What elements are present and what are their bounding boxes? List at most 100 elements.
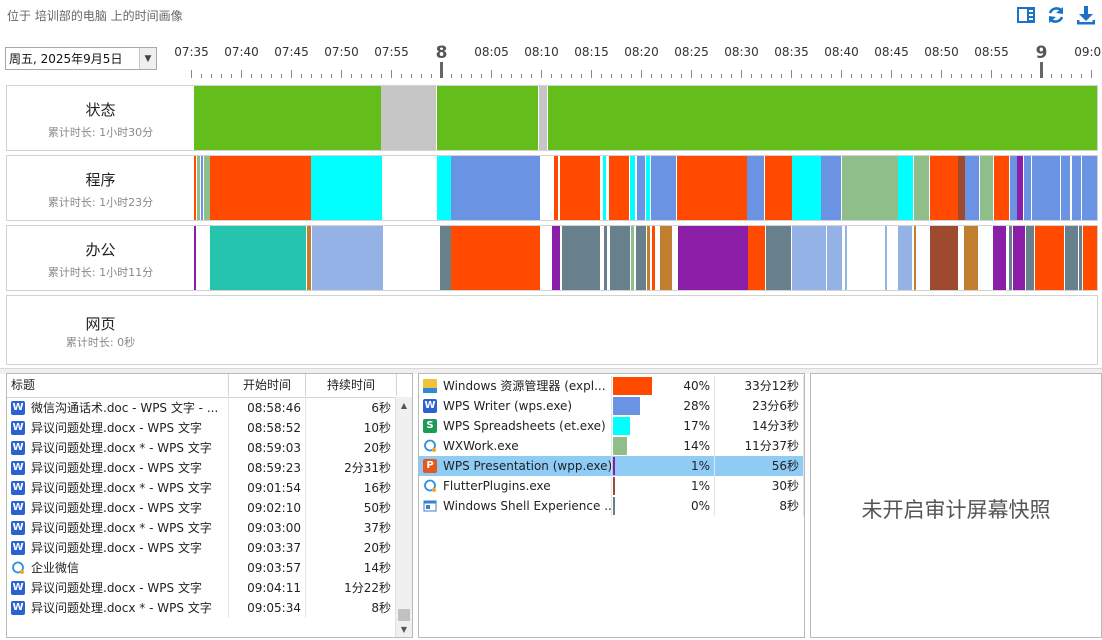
timeline-segment[interactable]	[312, 226, 383, 290]
timeline-segment[interactable]	[609, 156, 629, 220]
timeline-segment[interactable]	[766, 226, 791, 290]
timeline-segment[interactable]	[914, 156, 929, 220]
timeline-segment[interactable]	[651, 156, 665, 220]
timeline-segment[interactable]	[451, 156, 540, 220]
scroll-down-icon[interactable]: ▼	[400, 624, 408, 634]
table-row[interactable]: W 异议问题处理.docx - WPS 文字 09:02:10 50秒	[7, 498, 397, 518]
timeline-segment[interactable]	[1020, 226, 1025, 290]
timeline-segment[interactable]	[647, 226, 650, 290]
timeline-segment[interactable]	[604, 226, 607, 290]
program-row[interactable]: W WPS Writer (wps.exe) 28% 23分6秒	[419, 396, 804, 416]
timeline-segment[interactable]	[930, 156, 958, 220]
timeline-segment[interactable]	[980, 156, 993, 220]
program-row[interactable]: Windows Shell Experience ... 0% 8秒	[419, 496, 804, 516]
timeline-segment[interactable]	[1026, 226, 1034, 290]
timeline-segment[interactable]	[958, 156, 965, 220]
timeline-segment[interactable]	[994, 156, 1009, 220]
timeline-segment[interactable]	[677, 156, 747, 220]
timeline-segment[interactable]	[1017, 156, 1023, 220]
timeline-segment[interactable]	[552, 226, 560, 290]
status-track[interactable]	[194, 86, 1097, 150]
timeline-segment[interactable]	[210, 156, 311, 220]
refresh-icon[interactable]	[1044, 4, 1068, 26]
timeline-segment[interactable]	[1024, 156, 1031, 220]
program-row[interactable]: FlutterPlugins.exe 1% 30秒	[419, 476, 804, 496]
timeline-segment[interactable]	[964, 226, 978, 290]
timeline-segment[interactable]	[630, 156, 635, 220]
timeline-segment[interactable]	[965, 156, 979, 220]
office-track[interactable]	[194, 226, 1097, 290]
program-track[interactable]	[194, 156, 1097, 220]
web-track[interactable]	[194, 296, 1097, 364]
timeline-segment[interactable]	[898, 156, 913, 220]
table-row[interactable]: W 异议问题处理.docx - WPS 文字 09:04:11 1分22秒	[7, 578, 397, 598]
table-row[interactable]: W 微信沟通话术.doc - WPS 文字 - ... 08:58:46 6秒	[7, 398, 397, 418]
timeline-segment[interactable]	[201, 156, 203, 220]
timeline-segment[interactable]	[637, 156, 645, 220]
timeline-segment[interactable]	[562, 226, 600, 290]
timeline-segment[interactable]	[678, 226, 748, 290]
timeline-segment[interactable]	[845, 226, 847, 290]
timeline-segment[interactable]	[631, 226, 634, 290]
timeline-segment[interactable]	[311, 156, 382, 220]
timeline-segment[interactable]	[930, 226, 958, 290]
timeline-segment[interactable]	[554, 156, 558, 220]
timeline-segment[interactable]	[652, 226, 655, 290]
timeline-segment[interactable]	[993, 226, 1006, 290]
col-title-header[interactable]: 标题	[7, 374, 229, 396]
timeline-segment[interactable]	[827, 226, 842, 290]
timeline-segment[interactable]	[1013, 226, 1020, 290]
col-duration-header[interactable]: 持续时间	[306, 374, 397, 396]
date-picker[interactable]: 周五, 2025年9月5日 ▼	[5, 47, 157, 70]
timeline-segment[interactable]	[539, 86, 547, 150]
program-row[interactable]: WXWork.exe 14% 11分37秒	[419, 436, 804, 456]
timeline-segment[interactable]	[748, 226, 765, 290]
timeline-segment[interactable]	[440, 226, 451, 290]
table-row[interactable]: W 异议问题处理.docx * - WPS 文字 09:03:00 37秒	[7, 518, 397, 538]
titles-scrollbar[interactable]: ▲ ▼	[395, 397, 412, 637]
timeline-segment[interactable]	[1035, 226, 1064, 290]
timeline-segment[interactable]	[898, 226, 912, 290]
timeline-segment[interactable]	[603, 156, 606, 220]
timeline-segment[interactable]	[437, 156, 451, 220]
timeline-segment[interactable]	[1032, 156, 1060, 220]
col-start-header[interactable]: 开始时间	[229, 374, 306, 396]
timeline-segment[interactable]	[914, 226, 916, 290]
table-row[interactable]: W 异议问题处理.docx * - WPS 文字 09:01:54 16秒	[7, 478, 397, 498]
timeline-segment[interactable]	[1010, 156, 1017, 220]
timeline-segment[interactable]	[194, 156, 196, 220]
timeline-segment[interactable]	[548, 86, 1097, 150]
timeline-segment[interactable]	[381, 86, 436, 150]
timeline-segment[interactable]	[1061, 156, 1070, 220]
table-row[interactable]: W 异议问题处理.docx * - WPS 文字 08:59:03 20秒	[7, 438, 397, 458]
timeline-segment[interactable]	[451, 226, 540, 290]
program-row[interactable]: Windows 资源管理器 (expl... 40% 33分12秒	[419, 376, 804, 396]
timeline-segment[interactable]	[1065, 226, 1078, 290]
table-row[interactable]: W 异议问题处理.docx - WPS 文字 08:58:52 10秒	[7, 418, 397, 438]
timeline-segment[interactable]	[636, 226, 646, 290]
timeline-segment[interactable]	[610, 226, 630, 290]
table-row[interactable]: W 异议问题处理.docx - WPS 文字 09:03:37 20秒	[7, 538, 397, 558]
timeline-segment[interactable]	[1082, 156, 1097, 220]
timeline-segment[interactable]	[660, 226, 672, 290]
timeline-segment[interactable]	[765, 156, 792, 220]
timeline-segment[interactable]	[792, 226, 826, 290]
program-row[interactable]: P WPS Presentation (wpp.exe) 1% 56秒	[419, 456, 804, 476]
scroll-up-icon[interactable]: ▲	[400, 400, 408, 410]
timeline-segment[interactable]	[437, 86, 538, 150]
timeline-segment[interactable]	[821, 156, 841, 220]
timeline-segment[interactable]	[842, 156, 898, 220]
timeline-segment[interactable]	[1072, 156, 1081, 220]
table-row[interactable]: 企业微信 09:03:57 14秒	[7, 558, 397, 578]
timeline-segment[interactable]	[194, 226, 196, 290]
timeline-segment[interactable]	[1009, 226, 1012, 290]
splitter[interactable]	[0, 368, 1102, 374]
chevron-down-icon[interactable]: ▼	[139, 48, 156, 69]
timeline-segment[interactable]	[747, 156, 764, 220]
timeline-segment[interactable]	[210, 226, 306, 290]
timeline-segment[interactable]	[204, 156, 210, 220]
timeline-segment[interactable]	[307, 226, 311, 290]
timeline-segment[interactable]	[560, 156, 600, 220]
timeline-segment[interactable]	[194, 86, 381, 150]
timeline-segment[interactable]	[1083, 226, 1097, 290]
